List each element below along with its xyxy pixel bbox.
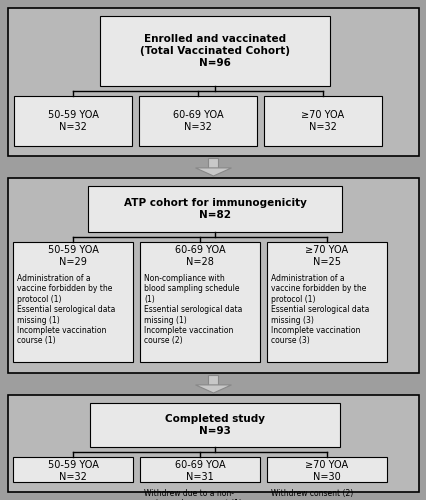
Text: ≥70 YOA
N=32: ≥70 YOA N=32 — [301, 110, 344, 132]
Text: Administration of a
vaccine forbidden by the
protocol (1)
Essential serological : Administration of a vaccine forbidden by… — [17, 274, 115, 345]
Bar — [90, 403, 339, 447]
Text: 60-69 YOA
N=28: 60-69 YOA N=28 — [174, 245, 225, 267]
Bar — [8, 178, 418, 373]
Bar — [8, 395, 418, 492]
Text: ≥70 YOA
N=25: ≥70 YOA N=25 — [305, 245, 348, 267]
Text: ATP cohort for immunogenicity
N=82: ATP cohort for immunogenicity N=82 — [123, 198, 306, 220]
Text: Withdrew due to a non-
serious adverse event (1): Withdrew due to a non- serious adverse e… — [144, 489, 241, 500]
Bar — [263, 96, 381, 146]
Bar — [88, 186, 341, 232]
Text: 60-69 YOA
N=31: 60-69 YOA N=31 — [174, 460, 225, 482]
Polygon shape — [195, 168, 231, 176]
Text: Enrolled and vaccinated
(Total Vaccinated Cohort)
N=96: Enrolled and vaccinated (Total Vaccinate… — [140, 34, 289, 68]
Bar — [8, 8, 418, 156]
Text: 50-59 YOA
N=32: 50-59 YOA N=32 — [47, 460, 98, 482]
Text: Withdrew consent (2): Withdrew consent (2) — [271, 489, 352, 498]
Polygon shape — [208, 158, 218, 168]
Text: ≥70 YOA
N=30: ≥70 YOA N=30 — [305, 460, 348, 482]
Bar — [140, 457, 259, 482]
Text: Non-compliance with
blood sampling schedule
(1)
Essential serological data
missi: Non-compliance with blood sampling sched… — [144, 274, 242, 345]
Bar — [100, 16, 329, 86]
Bar — [139, 96, 256, 146]
Text: Administration of a
vaccine forbidden by the
protocol (1)
Essential serological : Administration of a vaccine forbidden by… — [271, 274, 368, 345]
Text: 60-69 YOA
N=32: 60-69 YOA N=32 — [172, 110, 223, 132]
Polygon shape — [195, 385, 231, 393]
Text: Completed study
N=93: Completed study N=93 — [164, 414, 265, 436]
Polygon shape — [208, 375, 218, 385]
Bar — [140, 242, 259, 362]
Bar — [266, 457, 386, 482]
Text: 50-59 YOA
N=32: 50-59 YOA N=32 — [47, 110, 98, 132]
Bar — [14, 96, 132, 146]
Bar — [13, 457, 132, 482]
Text: 50-59 YOA
N=29: 50-59 YOA N=29 — [47, 245, 98, 267]
Bar — [266, 242, 386, 362]
Bar — [13, 242, 132, 362]
